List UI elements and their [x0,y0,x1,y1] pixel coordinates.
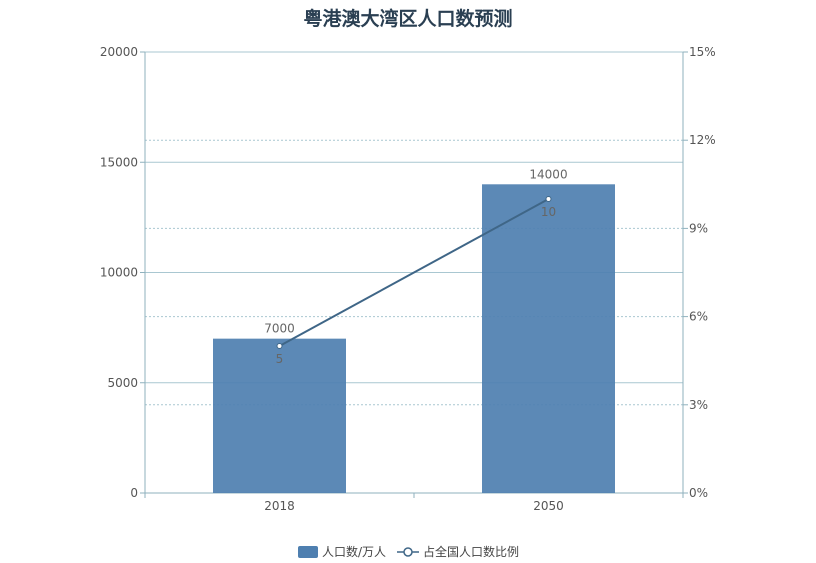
line-series [279,198,549,347]
bar-value-label: 7000 [264,322,295,336]
y-right-tick-label: 3% [689,398,708,412]
legend-bar-swatch [298,546,318,558]
bar-2018 [213,338,346,493]
x-tick-label: 2050 [533,499,564,513]
bar-value-label: 14000 [529,167,567,181]
line-point [545,196,552,202]
y-left-tick-label: 20000 [100,45,138,59]
y-right-tick-label: 6% [689,310,708,324]
x-tick-label: 2018 [264,499,295,513]
y-right-tick-label: 15% [689,45,716,59]
y-left-tick-label: 10000 [100,266,138,280]
bar-2050 [482,184,615,494]
y-left-tick-label: 0 [130,486,138,500]
y-right-tick-label: 0% [689,486,708,500]
chart-title: 粤港澳大湾区人口数预测 [303,8,513,30]
legend-line-label: 占全国人口数比例 [423,544,519,559]
y-right-tick-label: 9% [689,221,708,235]
legend-bar-label: 人口数/万人 [322,544,386,559]
line-value-label: 5 [276,352,284,366]
legend-line-marker [403,547,413,557]
y-left-tick-label: 5000 [107,376,138,390]
y-left-tick-label: 15000 [100,155,138,169]
y-right-tick-label: 12% [689,133,716,147]
line-value-label: 10 [541,205,556,219]
line-point [276,343,283,349]
